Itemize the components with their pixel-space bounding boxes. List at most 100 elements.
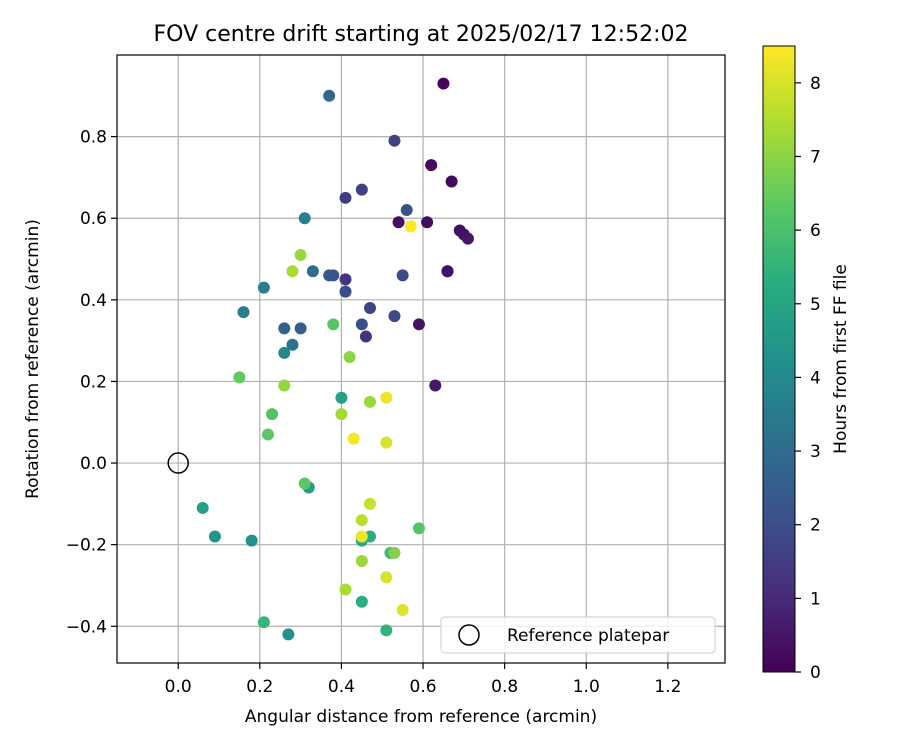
colorbar-tick-label: 4	[810, 368, 821, 388]
data-point	[298, 212, 311, 225]
colorbar-tick-label: 1	[810, 589, 821, 609]
y-tick-label: 0.0	[80, 454, 107, 474]
data-point	[323, 89, 336, 102]
legend: Reference platepar	[440, 616, 716, 654]
data-point	[294, 248, 307, 261]
data-point	[388, 546, 401, 559]
data-point	[412, 522, 425, 535]
colorbar-tick-label: 3	[810, 442, 821, 462]
data-point	[339, 285, 352, 298]
data-point	[257, 281, 270, 294]
data-point	[359, 330, 372, 343]
data-point	[388, 310, 401, 323]
data-point	[339, 191, 352, 204]
legend-label-reference: Reference platepar	[507, 626, 669, 646]
chart-title: FOV centre drift starting at 2025/02/17 …	[154, 22, 689, 47]
x-tick-label: 1.0	[573, 677, 600, 697]
data-point	[400, 204, 413, 217]
data-point	[404, 220, 417, 233]
data-point	[437, 77, 450, 90]
data-point	[355, 595, 368, 608]
colorbar-tick-label: 2	[810, 516, 821, 536]
data-point	[237, 306, 250, 319]
data-point	[380, 571, 393, 584]
data-point	[257, 616, 270, 629]
legend-box	[440, 616, 716, 654]
plot-frame	[116, 54, 726, 664]
scatter-points	[167, 77, 474, 641]
x-tick-label: 0.6	[410, 677, 437, 697]
data-point	[208, 530, 221, 543]
data-point	[335, 391, 348, 404]
colorbar-tick-label: 5	[810, 295, 821, 315]
colorbar-label: Hours from first FF file	[831, 264, 851, 454]
legend-marker-reference	[458, 624, 480, 646]
colorbar-gradient	[762, 45, 796, 673]
data-point	[245, 534, 258, 547]
data-point	[298, 477, 311, 490]
colorbar-tick-label: 8	[810, 74, 821, 94]
data-point	[327, 318, 340, 331]
y-tick-label: 0.4	[80, 291, 107, 311]
data-point	[339, 273, 352, 286]
data-point	[335, 408, 348, 421]
x-tick-label: 0.2	[246, 677, 273, 697]
data-point	[355, 183, 368, 196]
data-point	[343, 350, 356, 363]
colorbar-tick-label: 0	[810, 663, 821, 683]
data-point	[355, 554, 368, 567]
data-point	[425, 159, 438, 172]
x-axis-ticks: 0.0 0.2 0.4 0.6 0.8 1.0 1.2	[165, 663, 681, 697]
data-point	[412, 318, 425, 331]
data-point	[429, 379, 442, 392]
x-axis-label: Angular distance from reference (arcmin)	[245, 707, 597, 727]
data-point	[396, 269, 409, 282]
data-point	[388, 134, 401, 147]
y-tick-label: −0.4	[66, 617, 107, 637]
data-point	[261, 428, 274, 441]
x-tick-label: 0.4	[328, 677, 355, 697]
data-point	[380, 436, 393, 449]
data-point	[266, 408, 279, 421]
x-tick-label: 1.2	[654, 677, 681, 697]
colorbar-tick-label: 6	[810, 221, 821, 241]
data-point	[380, 624, 393, 637]
y-tick-label: −0.2	[66, 536, 107, 556]
y-axis-label: Rotation from reference (arcmin)	[23, 219, 43, 499]
data-point	[355, 514, 368, 527]
colorbar-tick-label: 7	[810, 147, 821, 167]
y-tick-label: 0.2	[80, 372, 107, 392]
data-point	[339, 583, 352, 596]
data-point	[421, 216, 434, 229]
data-point	[445, 175, 458, 188]
y-tick-label: 0.8	[80, 128, 107, 148]
data-point	[363, 497, 376, 510]
data-point	[355, 318, 368, 331]
data-point	[392, 216, 405, 229]
data-point	[327, 269, 340, 282]
data-point	[282, 628, 295, 641]
data-point	[363, 395, 376, 408]
data-point	[233, 371, 246, 384]
x-tick-label: 0.8	[491, 677, 518, 697]
data-point	[278, 322, 291, 335]
data-point	[196, 501, 209, 514]
data-point	[286, 265, 299, 278]
data-point	[461, 232, 474, 245]
data-point	[286, 338, 299, 351]
y-tick-label: 0.6	[80, 209, 107, 229]
y-axis-ticks: −0.4 −0.2 0.0 0.2 0.4 0.6 0.8	[66, 128, 117, 637]
data-point	[278, 346, 291, 359]
data-point	[347, 432, 360, 445]
data-point	[363, 301, 376, 314]
data-point	[294, 322, 307, 335]
data-point	[306, 265, 319, 278]
data-point	[278, 379, 291, 392]
colorbar-ticks: 0 1 2 3 4 5 6 7 8	[795, 74, 821, 683]
data-point	[441, 265, 454, 278]
colorbar: 0 1 2 3 4 5 6 7 8 Hours from first FF file	[762, 45, 851, 683]
x-tick-label: 0.0	[165, 677, 192, 697]
reference-platepar-marker	[167, 452, 189, 474]
data-point	[396, 603, 409, 616]
